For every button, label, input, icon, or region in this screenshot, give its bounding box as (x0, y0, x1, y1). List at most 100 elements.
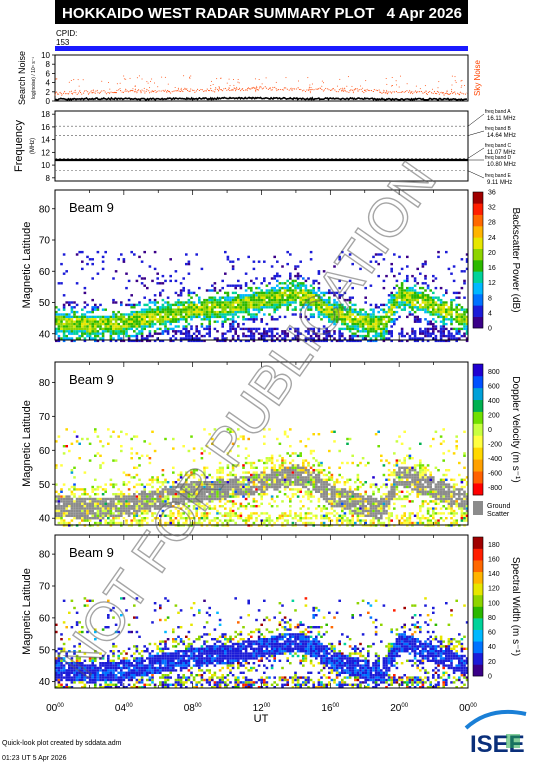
heatmap-cell (179, 490, 183, 493)
freq-band-value: 11.07 MHz (487, 150, 516, 156)
heatmap-cell (65, 325, 68, 328)
heatmap-cell (330, 334, 334, 338)
heatmap-cell (198, 488, 201, 491)
heatmap-cell (205, 502, 209, 505)
heatmap-cell (101, 509, 105, 513)
heatmap-cell (81, 332, 84, 335)
heatmap-cell (270, 318, 274, 321)
freq-band-label: freq band E (485, 173, 512, 179)
heatmap-cell (239, 502, 243, 505)
heatmap-cell (164, 322, 167, 326)
heatmap-cell (367, 327, 370, 331)
colorbar-tick-label: 0 (488, 326, 492, 333)
heatmap-cell (385, 509, 388, 513)
heatmap-cell (112, 519, 115, 522)
heatmap-cell (182, 493, 185, 496)
heatmap-cell (351, 502, 354, 505)
heatmap-cell (296, 490, 300, 493)
heatmap-cell (351, 493, 354, 496)
heatmap-cell (421, 505, 425, 508)
heatmap-cell (203, 505, 206, 508)
heatmap-cell (434, 521, 438, 525)
heatmap-cell (317, 337, 321, 340)
sky-noise-spike (132, 88, 134, 90)
heatmap-cell (442, 459, 445, 462)
heatmap-cell (208, 521, 211, 525)
heatmap-cell (169, 274, 172, 278)
heatmap-cell (406, 466, 409, 469)
heatmap-cell (244, 483, 248, 486)
heatmap-cell (309, 294, 313, 297)
heatmap-cell (62, 521, 66, 525)
heatmap-cell (286, 514, 289, 517)
heatmap-cell (127, 493, 131, 496)
heatmap-cell (75, 509, 79, 513)
lat-ytick-label: 40 (39, 514, 51, 525)
heatmap-cell (421, 464, 425, 467)
heatmap-cell (70, 507, 74, 510)
heatmap-cell (133, 519, 136, 522)
heatmap-cell (356, 493, 360, 496)
heatmap-cell (390, 301, 393, 304)
heatmap-cell (88, 512, 92, 515)
heatmap-cell (328, 310, 331, 314)
heatmap-cell (369, 519, 373, 522)
heatmap-cell (398, 495, 401, 498)
heatmap-cell (421, 514, 425, 517)
heatmap-cell (166, 521, 170, 525)
heatmap-cell (135, 318, 139, 321)
heatmap-cell (133, 339, 136, 343)
heatmap-cell (382, 327, 386, 331)
heatmap-cell (218, 500, 222, 503)
heatmap-cell (437, 485, 440, 489)
heatmap-cell (96, 514, 100, 517)
heatmap-cell (413, 481, 417, 484)
heatmap-cell (393, 452, 396, 455)
heatmap-cell (177, 303, 180, 307)
heatmap-cell (68, 332, 71, 335)
heatmap-cell (109, 315, 113, 319)
heatmap-cell (140, 495, 144, 498)
heatmap-cell (57, 683, 61, 686)
heatmap-cell (333, 483, 336, 486)
heatmap-cell (159, 490, 162, 493)
colorbar-segment (473, 294, 483, 306)
heatmap-cell (130, 339, 133, 343)
heatmap-cell (185, 334, 188, 338)
heatmap-cell (390, 291, 393, 295)
heatmap-cell (307, 521, 310, 525)
heatmap-cell (239, 485, 243, 489)
heatmap-cell (335, 310, 339, 314)
heatmap-cell (411, 294, 414, 297)
heatmap-cell (195, 495, 198, 498)
heatmap-cell (263, 313, 266, 316)
heatmap-cell (283, 334, 287, 338)
heatmap-cell (348, 325, 352, 328)
heatmap-cell (101, 339, 105, 343)
heatmap-cell (198, 519, 201, 522)
heatmap-cell (317, 476, 321, 479)
heatmap-cell (273, 488, 276, 491)
heatmap-cell (200, 505, 204, 508)
heatmap-cell (250, 318, 253, 321)
heatmap-cell (450, 301, 453, 304)
heatmap-cell (333, 481, 336, 484)
heatmap-cell (434, 296, 438, 299)
heatmap-cell (364, 315, 367, 319)
heatmap-cell (432, 476, 435, 479)
heatmap-cell (354, 339, 357, 343)
heatmap-cell (416, 488, 419, 491)
heatmap-cell (330, 339, 334, 343)
heatmap-cell (341, 505, 344, 508)
heatmap-cell (96, 493, 100, 496)
heatmap-cell (122, 493, 126, 496)
heatmap-cell (198, 330, 201, 333)
heatmap-cell (359, 497, 362, 501)
heatmap-cell (307, 471, 310, 474)
heatmap-cell (387, 495, 391, 498)
heatmap-cell (177, 502, 180, 505)
heatmap-cell (88, 502, 92, 505)
heatmap-cell (320, 514, 323, 517)
heatmap-cell (135, 502, 139, 505)
heatmap-cell (372, 514, 375, 517)
